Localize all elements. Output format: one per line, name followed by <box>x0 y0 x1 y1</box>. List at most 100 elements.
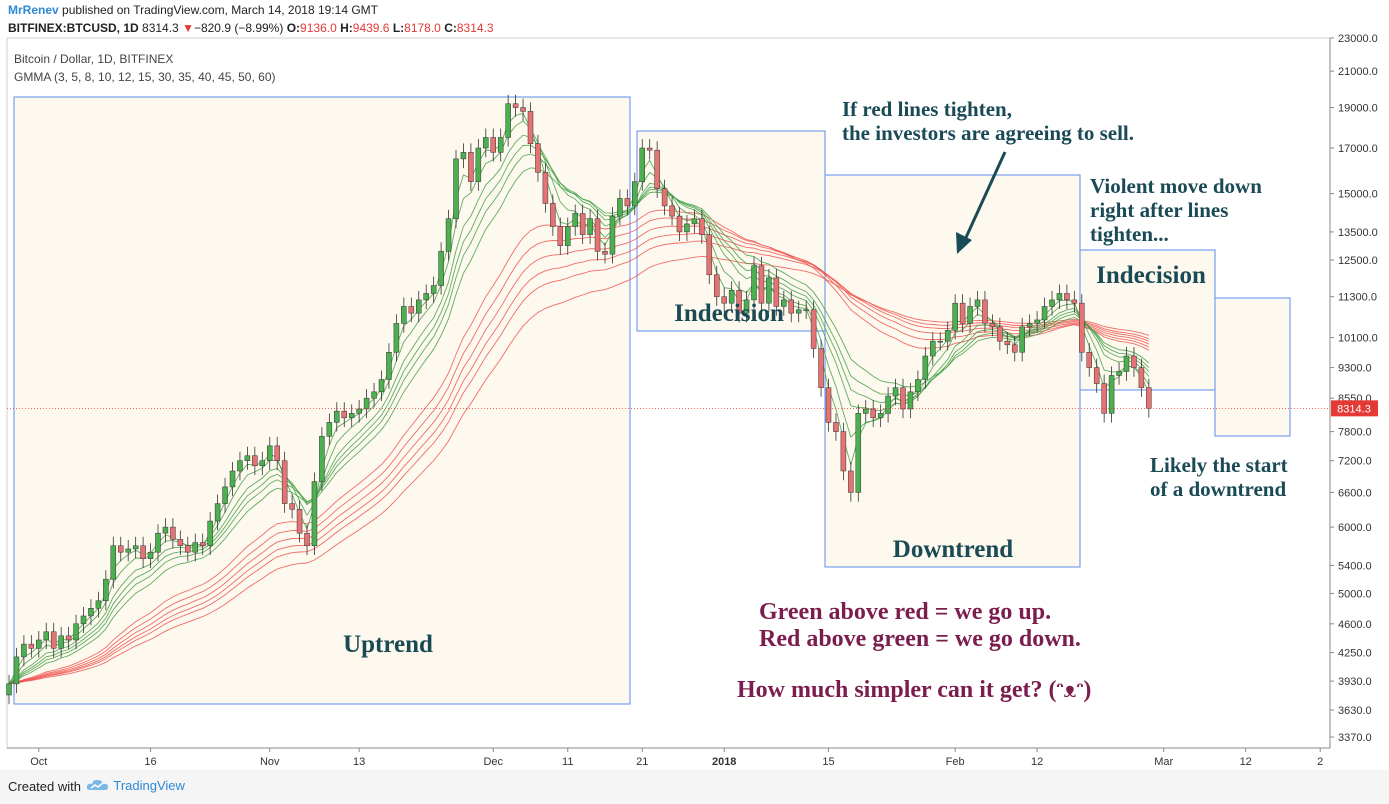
candle-body <box>557 226 564 246</box>
y-tick-label: 9300.0 <box>1338 363 1372 375</box>
candle-body <box>714 274 720 297</box>
candle-body <box>930 340 936 357</box>
note-violent-2: right after lines <box>1090 198 1228 222</box>
candle <box>192 533 198 562</box>
y-tick-label: 19000.0 <box>1338 103 1378 115</box>
candle-body <box>654 149 660 190</box>
candle <box>639 139 645 191</box>
candle-body <box>1101 383 1107 414</box>
candle <box>997 317 1003 351</box>
x-tick-label: 12 <box>1240 756 1252 768</box>
candle <box>147 543 154 568</box>
candle-body <box>952 302 958 331</box>
indicator-label[interactable]: GMMA (3, 5, 8, 10, 12, 15, 30, 35, 40, 4… <box>14 70 276 84</box>
candle-body <box>550 203 556 227</box>
candle-body <box>185 545 191 553</box>
tradingview-logo[interactable]: TradingView <box>86 778 185 793</box>
candle-body <box>229 470 236 488</box>
candle-body <box>512 103 519 108</box>
candle <box>341 402 347 428</box>
red-ema-45 <box>8 233 1150 685</box>
candle-body <box>199 542 206 546</box>
x-tick-label: Oct <box>30 756 47 768</box>
y-tick-label: 3630.0 <box>1338 705 1372 717</box>
last-price-tag-label: 8314.3 <box>1337 403 1371 415</box>
low-label: L: <box>392 21 405 35</box>
candle-body <box>572 213 578 227</box>
candle-body <box>892 387 899 397</box>
candle-body <box>766 277 772 304</box>
candle-body <box>1123 355 1130 372</box>
candle-body <box>833 422 839 432</box>
candle <box>132 536 139 559</box>
downtrend-start-box <box>1214 297 1291 437</box>
candle <box>706 225 713 285</box>
candle <box>483 128 489 158</box>
candle <box>1116 362 1122 385</box>
price-chart[interactable]: 23000.021000.019000.017000.015000.013500… <box>0 0 1389 770</box>
candle-body <box>356 408 362 414</box>
y-tick-label: 5000.0 <box>1338 588 1372 600</box>
candle <box>363 389 370 419</box>
candle <box>244 446 251 470</box>
candle <box>520 98 526 121</box>
candle <box>28 635 35 658</box>
arrow-down-icon <box>956 232 972 254</box>
candle <box>453 149 459 228</box>
x-tick-label: 2018 <box>712 756 736 768</box>
candle-body <box>632 181 638 207</box>
candle <box>281 451 288 513</box>
candle <box>848 461 854 502</box>
candle-body <box>699 218 705 235</box>
candle-body <box>1019 326 1025 353</box>
candle-body <box>527 111 534 145</box>
candle-body <box>468 152 474 182</box>
green-ema-10 <box>8 144 1150 685</box>
candle <box>870 399 876 428</box>
x-tick-label: Nov <box>260 756 280 768</box>
candle <box>386 343 392 389</box>
candle-body <box>28 643 35 649</box>
green-ema-8 <box>8 134 1150 685</box>
candle <box>237 451 243 481</box>
candle-body <box>810 309 817 349</box>
candle-body <box>237 460 243 472</box>
candle-body <box>408 306 415 314</box>
candle <box>58 626 64 658</box>
cloud-icon <box>86 779 108 790</box>
ohlc-line: BITFINEX:BTCUSD, 1D 8314.3 ▼−820.9 (−8.9… <box>8 21 494 35</box>
candle-body <box>43 631 49 641</box>
x-tick-label: Mar <box>1154 756 1173 768</box>
note-arrow-shaft <box>961 151 1007 245</box>
candle-body <box>706 234 713 276</box>
candle <box>378 370 385 402</box>
candle <box>944 321 951 351</box>
candle <box>1012 335 1018 362</box>
x-tick-label: 21 <box>636 756 648 768</box>
candle-body <box>475 147 482 182</box>
candle <box>959 294 966 333</box>
y-tick-label: 15000.0 <box>1338 189 1378 201</box>
close-value: 8314.3 <box>456 21 494 35</box>
note-violent-3: tighten... <box>1090 222 1169 246</box>
candle-body <box>147 551 154 560</box>
candle-body <box>997 326 1003 342</box>
candle-body <box>13 656 20 685</box>
candle-body <box>825 387 832 423</box>
publish-line: MrRenev published on TradingView.com, Ma… <box>8 3 378 17</box>
author-link[interactable]: MrRenev <box>8 3 59 17</box>
y-tick-label: 13500.0 <box>1338 227 1378 239</box>
candle <box>445 209 452 261</box>
candle-body <box>803 309 809 312</box>
candle <box>1108 366 1115 423</box>
candle-body <box>743 299 750 314</box>
candle <box>214 494 221 531</box>
candle-body <box>863 408 869 414</box>
candle-body <box>1093 367 1100 384</box>
candle <box>36 630 42 658</box>
note-downtrend-start-1: Likely the start <box>1150 453 1288 477</box>
rule-green-above-red: Green above red = we go up. <box>759 599 1051 625</box>
candle <box>438 242 444 295</box>
x-tick-label: Feb <box>946 756 965 768</box>
candle <box>1049 290 1055 316</box>
